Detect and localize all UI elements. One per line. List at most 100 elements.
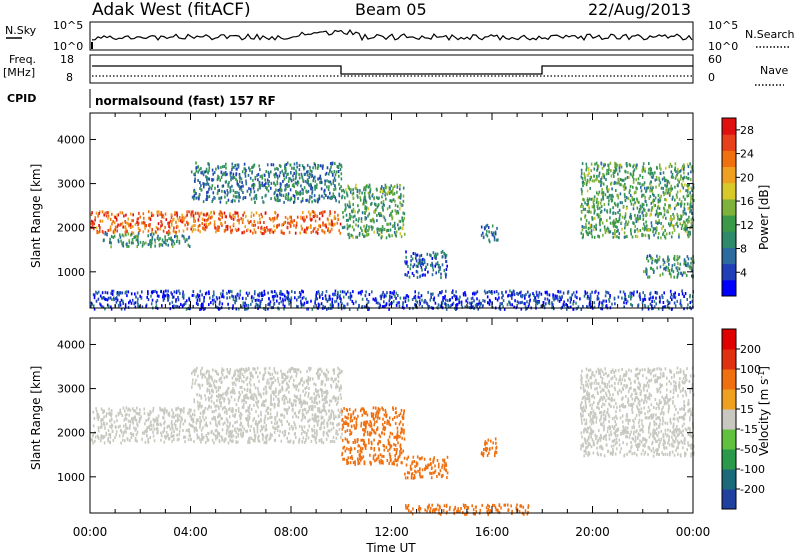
range-gate-cell (647, 275, 649, 279)
range-gate-cell (135, 295, 137, 299)
range-gate-cell (302, 430, 305, 434)
range-gate-cell (596, 191, 598, 195)
range-gate-cell (662, 301, 665, 304)
range-gate-cell (190, 210, 193, 214)
range-gate-cell (232, 189, 235, 193)
range-gate-cell (249, 176, 252, 180)
range-gate-cell (597, 297, 600, 301)
range-gate-cell (335, 429, 338, 433)
range-gate-cell (263, 440, 266, 444)
range-gate-cell (157, 234, 159, 238)
range-gate-cell (365, 209, 367, 213)
range-gate-cell (242, 196, 245, 200)
range-gate-cell (419, 254, 421, 258)
range-gate-cell (221, 302, 224, 306)
range-gate-cell (687, 257, 690, 261)
range-gate-cell (196, 393, 198, 397)
range-gate-cell (119, 211, 122, 215)
range-gate-cell (260, 225, 263, 229)
range-gate-cell (649, 186, 652, 190)
range-gate-cell (155, 300, 158, 304)
range-gate-cell (434, 301, 437, 305)
range-gate-cell (293, 200, 295, 204)
range-gate-cell (229, 186, 231, 190)
range-gate-cell (444, 302, 446, 306)
range-gate-cell (267, 182, 269, 185)
range-gate-cell (222, 184, 225, 188)
range-gate-cell (318, 408, 321, 412)
range-gate-cell (265, 391, 267, 395)
range-gate-cell (213, 223, 216, 227)
range-gate-cell (632, 198, 634, 202)
range-gate-cell (257, 422, 259, 426)
range-gate-cell (277, 397, 279, 401)
range-gate-cell (215, 167, 217, 171)
range-gate-cell (216, 191, 219, 195)
range-gate-cell (175, 299, 177, 303)
range-gate-cell (574, 295, 577, 299)
range-gate-cell (310, 175, 313, 179)
range-gate-cell (287, 221, 289, 225)
range-gate-cell (313, 227, 315, 231)
range-gate-cell (141, 305, 144, 309)
range-gate-cell (349, 224, 351, 228)
range-gate-cell (223, 376, 226, 380)
range-gate-cell (589, 292, 592, 296)
range-gate-cell (174, 426, 177, 430)
range-gate-cell (159, 227, 161, 231)
range-gate-cell (189, 434, 191, 438)
range-gate-cell (245, 307, 247, 311)
range-gate-cell (641, 205, 643, 209)
range-gate-cell (289, 223, 292, 227)
range-gate-cell (250, 296, 253, 299)
range-gate-cell (357, 210, 359, 214)
range-gate-cell (593, 228, 595, 232)
range-gate-cell (377, 197, 379, 200)
range-gate-cell (688, 264, 690, 268)
range-gate-cell (176, 238, 179, 242)
range-gate-cell (657, 204, 660, 208)
range-gate-cell (317, 177, 319, 181)
range-gate-cell (262, 293, 264, 297)
range-gate-cell (558, 290, 560, 294)
range-gate-cell (331, 170, 333, 174)
range-gate-cell (405, 255, 407, 259)
range-gate-cell (162, 295, 164, 299)
range-gate-cell (540, 304, 543, 308)
range-gate-cell (345, 218, 348, 222)
range-gate-cell (650, 296, 652, 300)
range-gate-cell (654, 290, 657, 294)
range-gate-cell (252, 178, 254, 182)
range-gate-cell (614, 229, 616, 232)
range-gate-cell (653, 299, 656, 303)
range-gate-cell (354, 186, 357, 190)
range-gate-cell (154, 289, 157, 293)
range-gate-cell (139, 408, 141, 412)
range-gate-cell (511, 293, 513, 297)
range-gate-cell (182, 429, 184, 432)
range-gate-cell (117, 240, 120, 244)
range-gate-cell (343, 190, 346, 194)
range-gate-cell (638, 210, 641, 213)
range-gate-cell (315, 441, 317, 445)
range-gate-cell (129, 439, 131, 442)
range-gate-cell (674, 198, 676, 202)
range-gate-cell (679, 177, 682, 181)
range-gate-cell (605, 172, 608, 176)
range-gate-cell (116, 298, 119, 302)
range-gate-cell (590, 175, 592, 179)
range-gate-cell (678, 267, 681, 271)
range-gate-cell (125, 427, 127, 431)
range-gate-cell (418, 303, 421, 307)
range-gate-cell (247, 424, 250, 428)
range-gate-cell (641, 194, 643, 198)
range-gate-cell (176, 214, 178, 218)
range-gate-cell (597, 192, 600, 196)
range-gate-cell (572, 291, 575, 295)
range-gate-cell (289, 215, 291, 219)
range-gate-cell (621, 296, 623, 300)
range-gate-cell (245, 429, 247, 433)
range-gate-cell (311, 427, 313, 431)
range-gate-cell (338, 422, 341, 426)
range-gate-cell (406, 260, 408, 264)
